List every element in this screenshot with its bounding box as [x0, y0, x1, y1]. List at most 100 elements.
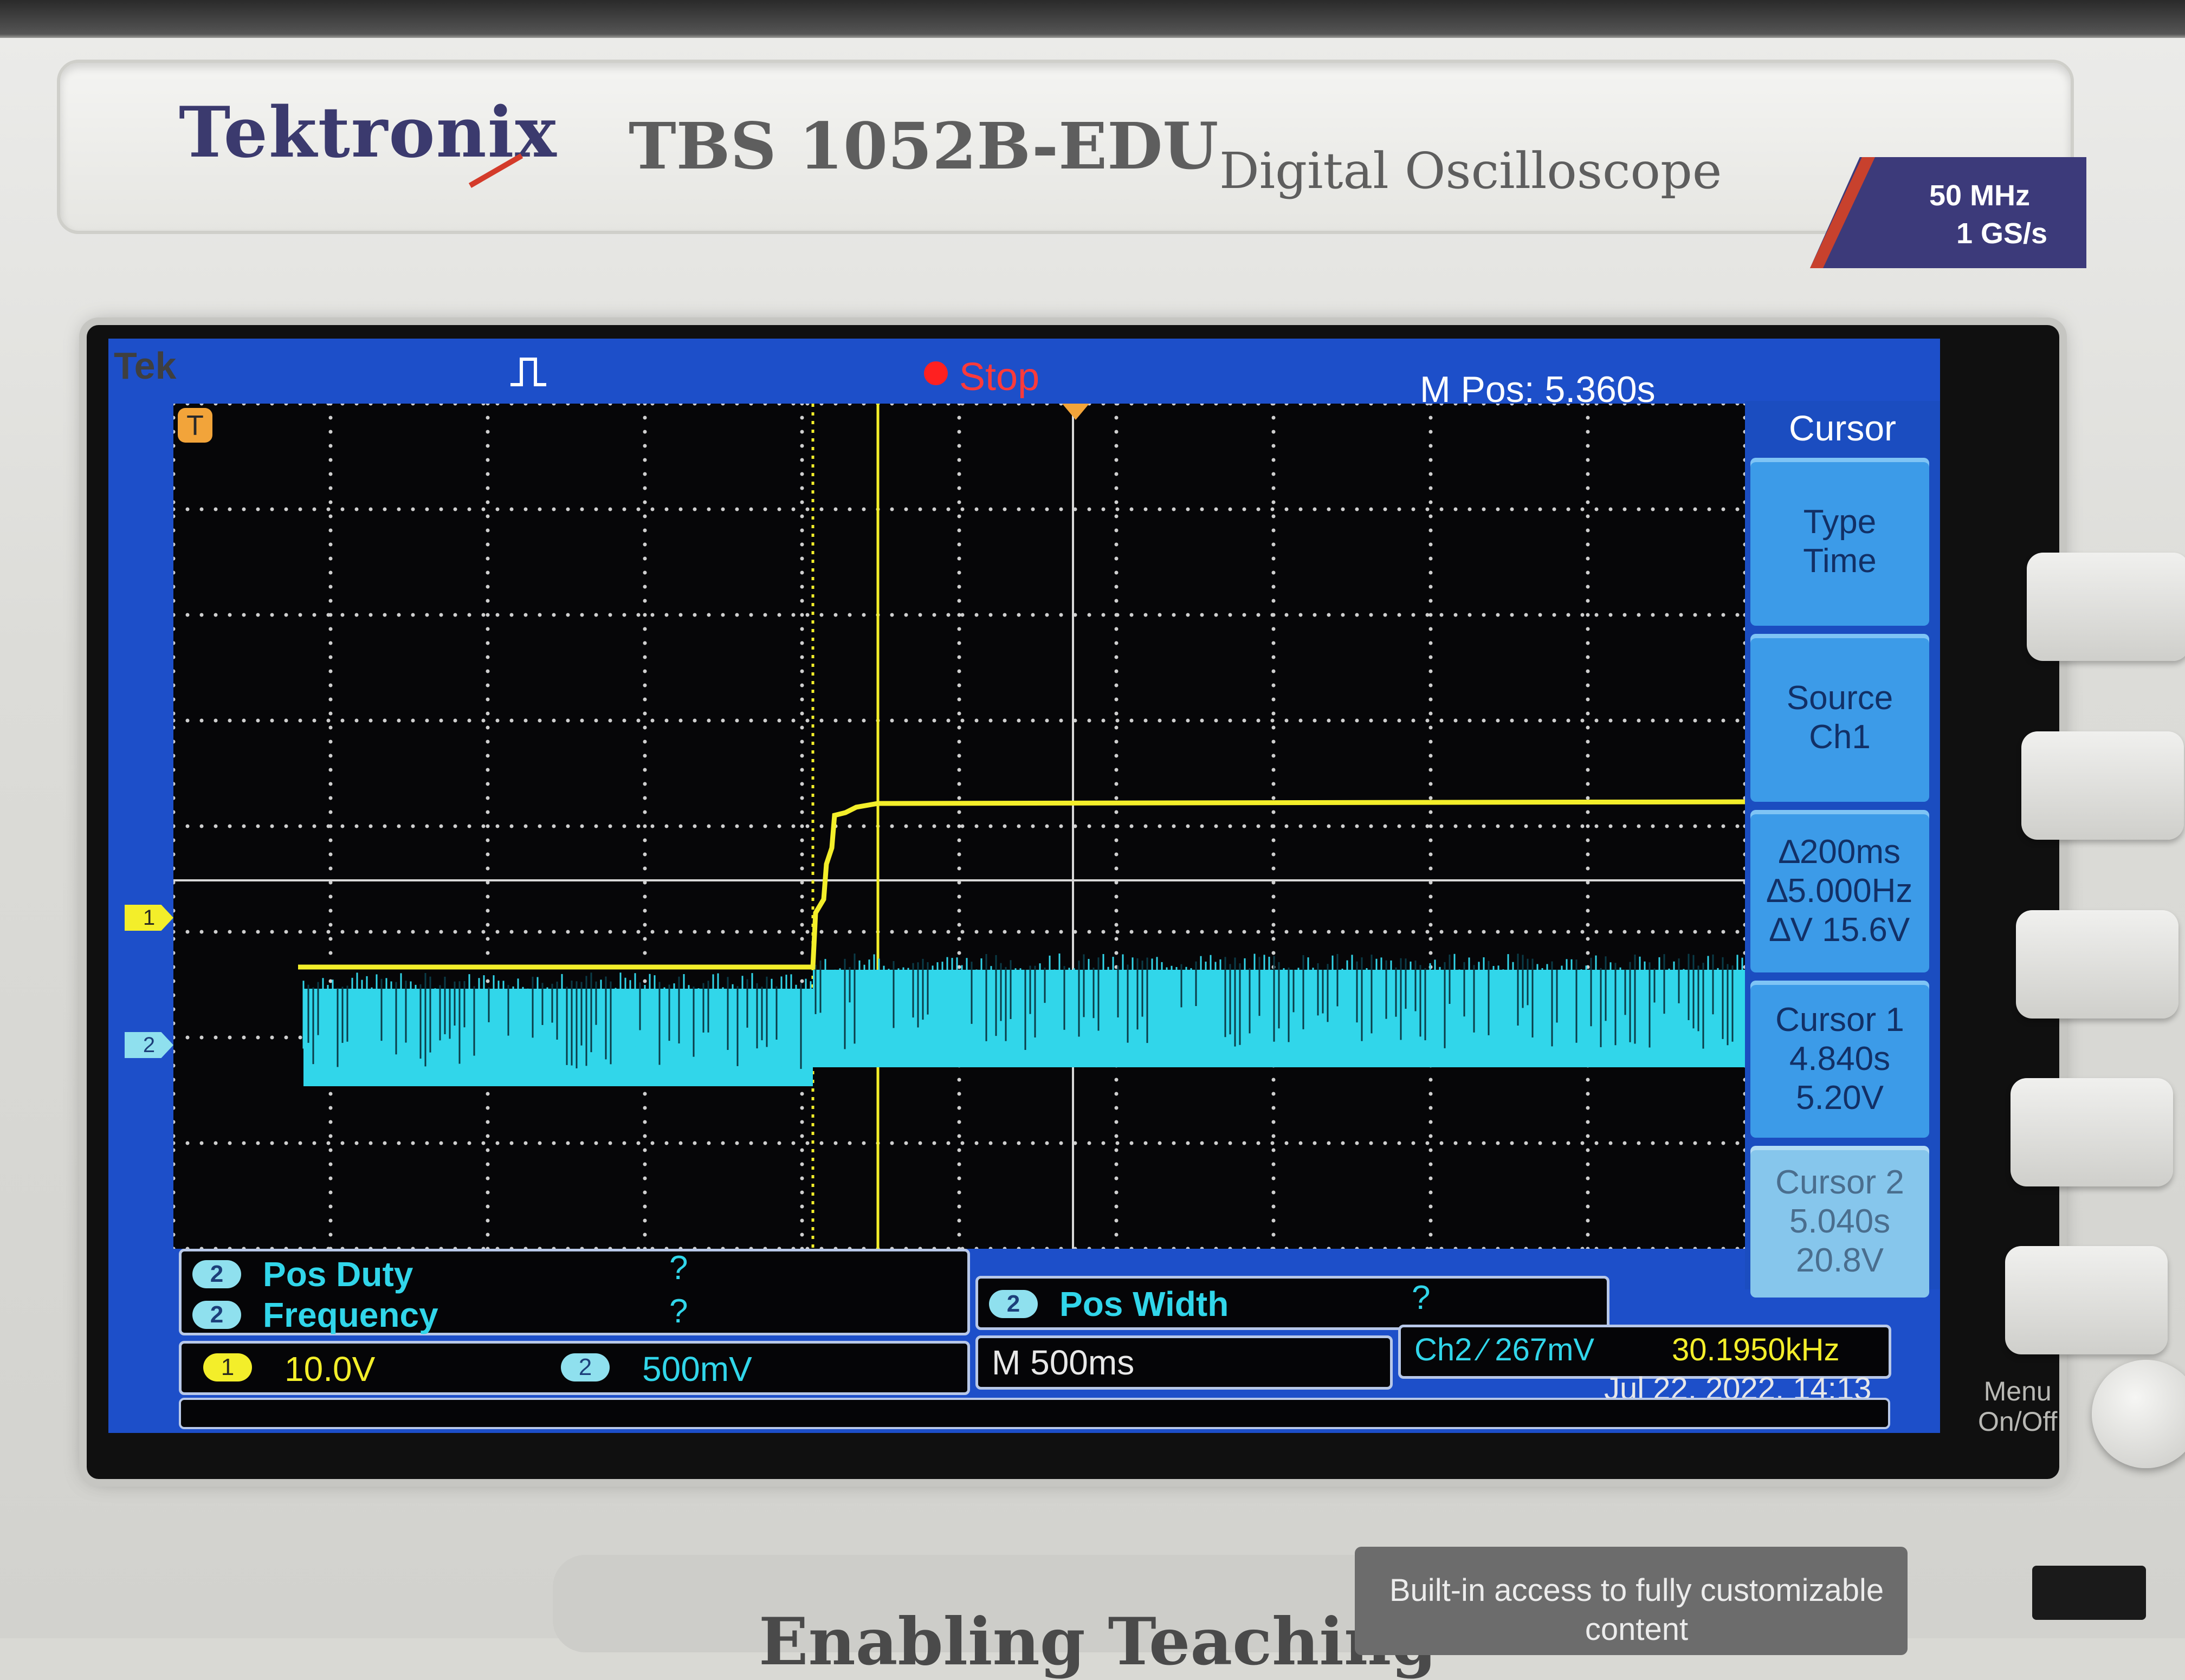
grid-dot: [608, 507, 612, 511]
grid-dot: [509, 1247, 514, 1249]
grid-dot: [1059, 1247, 1063, 1249]
grid-dot: [1735, 718, 1740, 723]
grid-dot: [397, 1247, 401, 1249]
grid-dot: [1594, 1247, 1599, 1249]
grid-dot: [1721, 507, 1725, 511]
cursor-source-label: Source: [1786, 679, 1893, 717]
grid-dot: [284, 930, 288, 934]
grid-dot: [481, 930, 486, 934]
grid-dot: [1114, 472, 1119, 476]
option-button-1[interactable]: [2027, 553, 2185, 661]
ch1-scale: 10.0V: [285, 1350, 376, 1389]
grid-dot: [1586, 472, 1590, 476]
cursor-1-button[interactable]: Cursor 1 4.840s 5.20V: [1750, 981, 1929, 1138]
grid-dot: [862, 824, 866, 828]
grid-dot: [328, 542, 333, 547]
grid-dot: [1059, 507, 1063, 511]
option-button-5[interactable]: [2005, 1246, 2168, 1354]
option-button-4[interactable]: [2011, 1078, 2173, 1186]
grid-dot: [340, 613, 345, 617]
grid-dot: [1594, 507, 1599, 511]
grid-dot: [643, 556, 647, 561]
grid-dot: [173, 507, 176, 511]
grid-dot: [946, 930, 951, 934]
grid-dot: [1143, 613, 1148, 617]
grid-dot: [1228, 824, 1232, 828]
grid-dot: [256, 930, 260, 934]
grid-dot: [270, 1141, 274, 1145]
grid-dot: [1101, 824, 1106, 828]
grid-dot: [1284, 613, 1289, 617]
cursor-2-button[interactable]: Cursor 2 5.040s 20.8V: [1750, 1146, 1929, 1298]
grid-dot: [805, 404, 810, 406]
grid-dot: [848, 1141, 852, 1145]
option-button-3[interactable]: [2016, 910, 2178, 1019]
grid-dot: [1200, 1247, 1204, 1249]
option-button-2[interactable]: [2021, 731, 2184, 840]
grid-dot: [439, 404, 443, 406]
grid-dot: [486, 866, 490, 871]
grid-dot: [643, 1162, 647, 1166]
grid-dot: [1214, 1247, 1218, 1249]
grid-dot: [763, 507, 767, 511]
grid-dot: [1271, 1092, 1276, 1096]
menu-onoff-button[interactable]: [2092, 1360, 2185, 1468]
grid-dot: [467, 930, 471, 934]
grid-dot: [467, 507, 471, 511]
grid-dot: [270, 1247, 274, 1249]
grid-dot: [721, 404, 725, 406]
grid-dot: [1743, 585, 1745, 589]
grid-dot: [1369, 930, 1373, 934]
grid-dot: [1665, 718, 1669, 723]
grid-dot: [763, 613, 767, 617]
grid-dot: [354, 718, 359, 723]
grid-dot: [1608, 1247, 1613, 1249]
grid-dot: [486, 472, 490, 476]
grid-dot: [439, 1247, 443, 1249]
grid-dot: [960, 507, 965, 511]
grid-dot: [1114, 528, 1119, 533]
grid-dot: [1214, 1141, 1218, 1145]
grid-dot: [1586, 740, 1590, 744]
cursor-source-button[interactable]: Source Ch1: [1750, 634, 1929, 802]
grid-dot: [1651, 930, 1655, 934]
grid-dot: [1743, 810, 1745, 814]
grid-dot: [800, 894, 804, 899]
grid-dot: [486, 542, 490, 547]
grid-dot: [1327, 613, 1331, 617]
grid-dot: [890, 1247, 894, 1249]
grid-dot: [1428, 444, 1433, 448]
grid-dot: [1059, 718, 1063, 723]
grid-dot: [1428, 669, 1433, 673]
grid-dot: [1586, 404, 1590, 406]
grid-dot: [1087, 613, 1091, 617]
grid-dot: [1003, 507, 1007, 511]
grid-dot: [1566, 1247, 1570, 1249]
grid-dot: [1270, 507, 1275, 511]
grid-dot: [932, 404, 936, 406]
grid-dot: [777, 824, 781, 828]
grid-dot: [1439, 718, 1444, 723]
grid-dot: [1114, 1204, 1119, 1209]
grid-dot: [397, 1141, 401, 1145]
grid-dot: [495, 1141, 500, 1145]
grid-dot: [256, 718, 260, 723]
usb-port[interactable]: [2032, 1566, 2146, 1620]
grid-dot: [495, 824, 500, 828]
grid-dot: [693, 613, 697, 617]
delta-frequency: ∆5.000Hz: [1767, 872, 1913, 910]
grid-dot: [988, 1247, 993, 1249]
grid-dot: [643, 1134, 647, 1138]
cursor-type-button[interactable]: Type Time: [1750, 458, 1929, 626]
grid-dot: [486, 1204, 490, 1209]
grid-dot: [1143, 1247, 1148, 1249]
grid-dot: [1271, 641, 1276, 645]
grid-dot: [1743, 472, 1745, 476]
grid-dot: [326, 930, 331, 934]
grid-dot: [1114, 810, 1119, 814]
grid-dot: [1114, 1078, 1119, 1082]
grid-dot: [1114, 768, 1119, 772]
grid-dot: [957, 754, 961, 758]
grid-dot: [486, 404, 490, 406]
grid-dot: [1143, 718, 1148, 723]
